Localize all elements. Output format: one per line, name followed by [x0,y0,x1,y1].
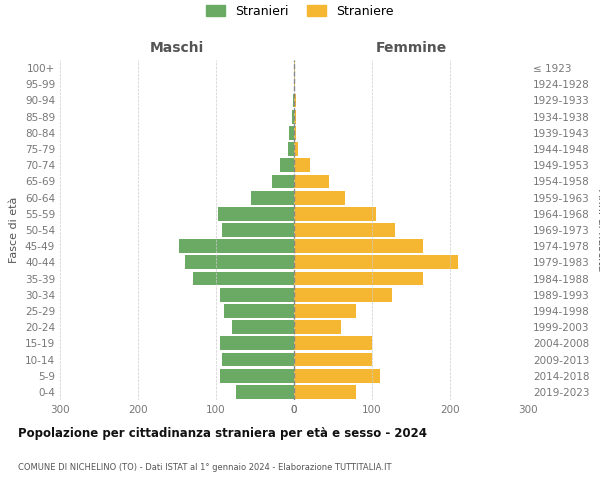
Bar [294,304,356,318]
Title: Femmine: Femmine [376,40,446,54]
Bar [294,369,380,382]
Bar [220,336,294,350]
Bar [292,110,294,124]
Bar [294,352,372,366]
Bar [220,369,294,382]
Bar [294,94,296,108]
Bar [294,240,423,253]
Bar [193,272,294,285]
Bar [294,126,296,140]
Bar [294,336,372,350]
Y-axis label: Fasce di età: Fasce di età [10,197,19,263]
Bar [294,256,458,270]
Title: Maschi: Maschi [150,40,204,54]
Bar [294,190,344,204]
Bar [293,94,294,108]
Bar [294,272,423,285]
Bar [179,240,294,253]
Bar [224,304,294,318]
Bar [220,288,294,302]
Text: Popolazione per cittadinanza straniera per età e sesso - 2024: Popolazione per cittadinanza straniera p… [18,428,427,440]
Bar [294,288,392,302]
Bar [289,126,294,140]
Bar [218,207,294,220]
Bar [232,320,294,334]
Bar [294,320,341,334]
Bar [294,207,376,220]
Text: COMUNE DI NICHELINO (TO) - Dati ISTAT al 1° gennaio 2024 - Elaborazione TUTTITAL: COMUNE DI NICHELINO (TO) - Dati ISTAT al… [18,463,392,472]
Bar [294,110,296,124]
Bar [251,190,294,204]
Bar [280,158,294,172]
Bar [235,385,294,399]
Bar [222,223,294,237]
Y-axis label: Anni di nascita: Anni di nascita [596,188,600,271]
Bar [272,174,294,188]
Bar [294,61,295,75]
Bar [294,223,395,237]
Bar [185,256,294,270]
Bar [294,174,329,188]
Bar [294,158,310,172]
Bar [294,142,298,156]
Bar [294,78,295,91]
Bar [222,352,294,366]
Legend: Stranieri, Straniere: Stranieri, Straniere [203,1,397,21]
Bar [288,142,294,156]
Bar [294,385,356,399]
